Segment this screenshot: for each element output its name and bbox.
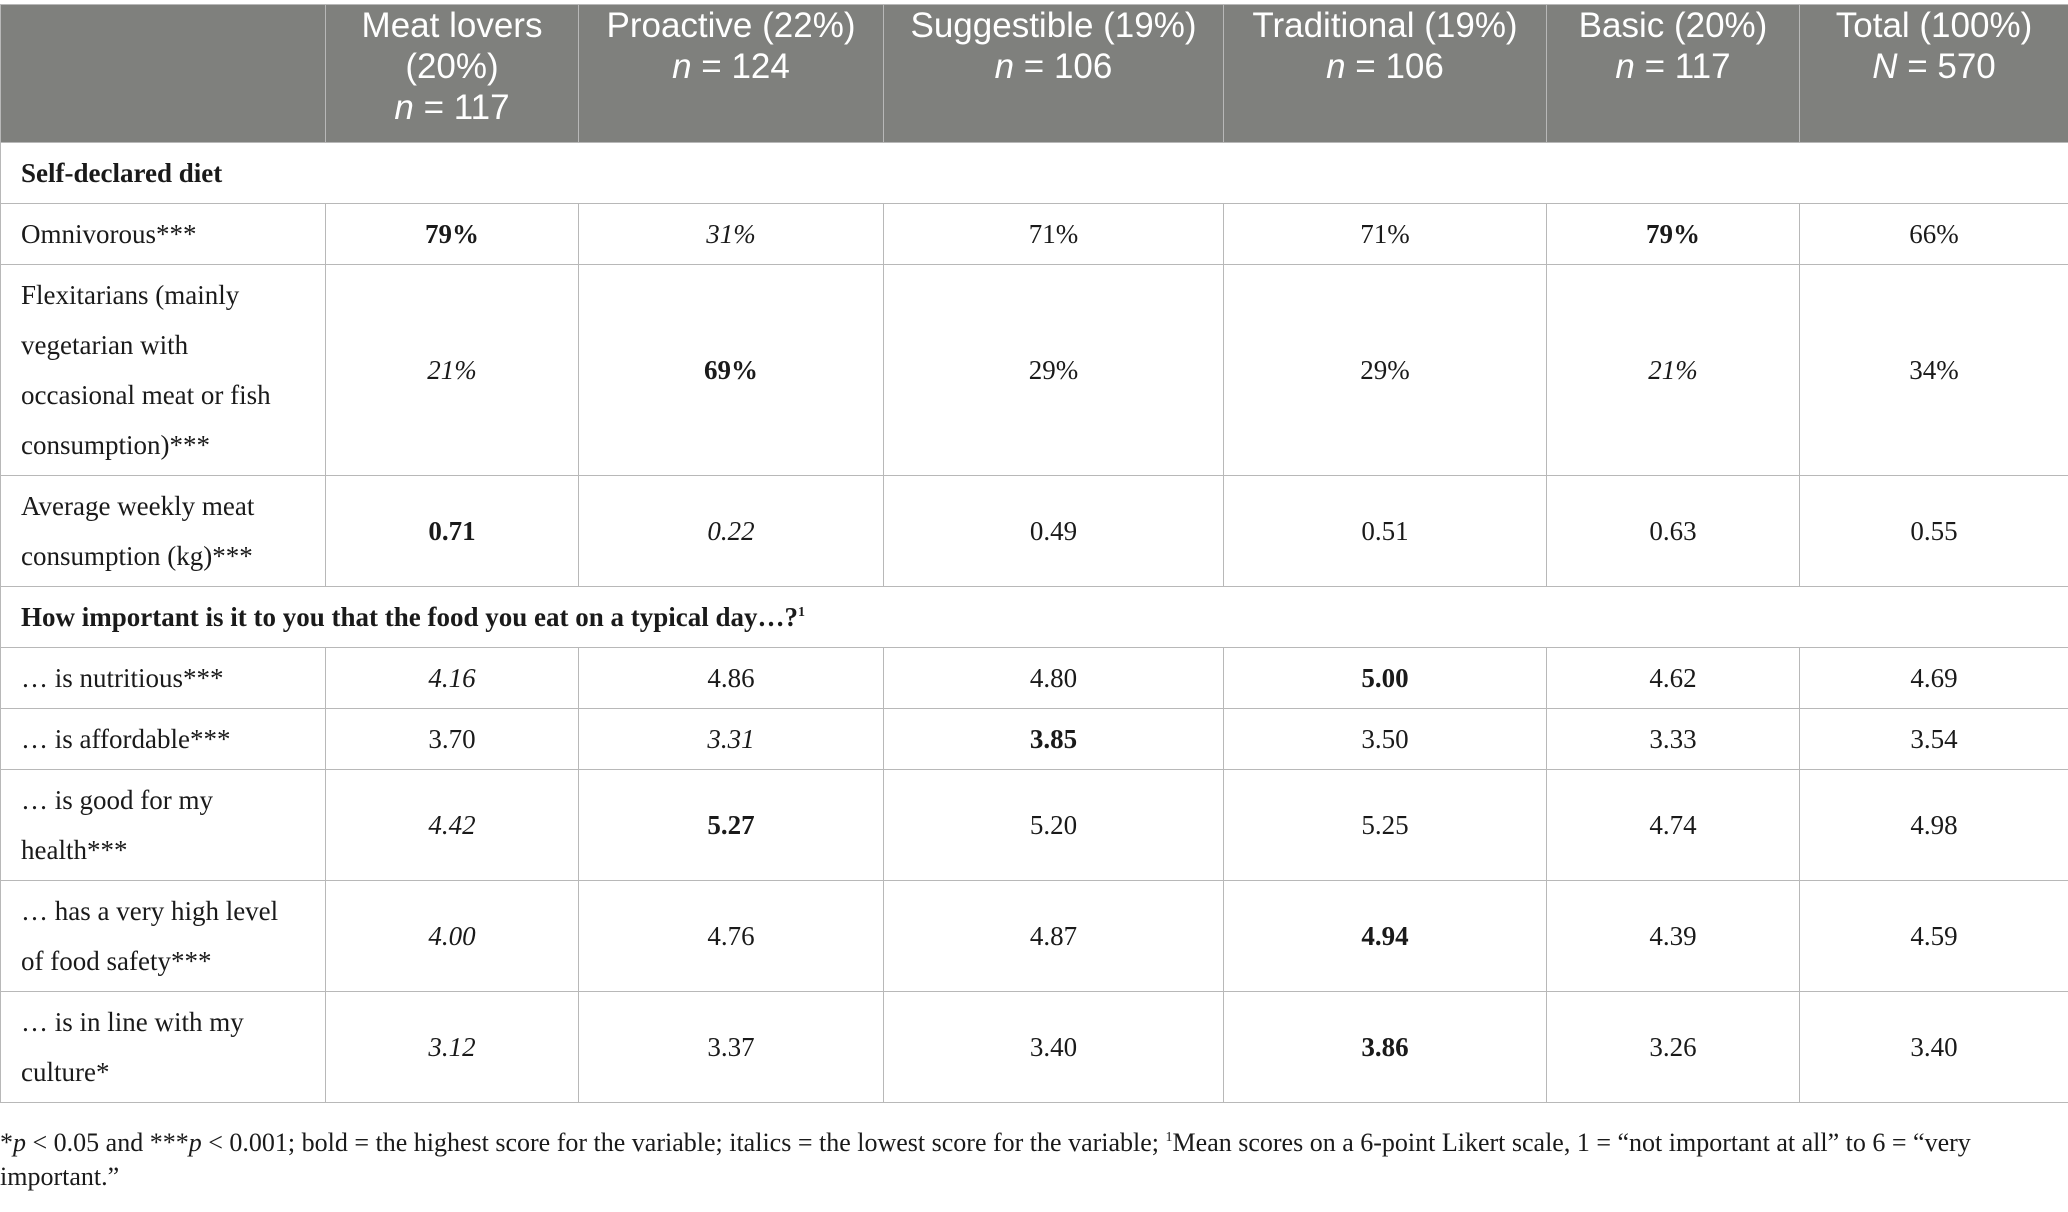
- header-suggestible: Suggestible (19%) n = 106: [883, 4, 1224, 143]
- cell-suggestible: 71%: [883, 203, 1224, 265]
- table-row: Average weekly meat consumption (kg)*** …: [0, 475, 2068, 587]
- cell-total: 4.59: [1799, 880, 2068, 992]
- cell-suggestible: 4.80: [883, 647, 1224, 709]
- cell-traditional: 4.94: [1223, 880, 1547, 992]
- cell-basic: 3.26: [1546, 991, 1800, 1103]
- cell-basic: 3.33: [1546, 708, 1800, 770]
- header-total: Total (100%) N = 570: [1799, 4, 2068, 143]
- cell-proactive: 5.27: [578, 769, 884, 881]
- results-table: Meat lovers (20%) n = 117 Proactive (22%)…: [0, 4, 2068, 1103]
- cell-traditional: 3.86: [1223, 991, 1547, 1103]
- cell-meat-lovers: 4.00: [325, 880, 579, 992]
- cell-suggestible: 3.85: [883, 708, 1224, 770]
- row-label: … is good for my health***: [0, 769, 326, 881]
- cell-basic: 4.74: [1546, 769, 1800, 881]
- table-row: … has a very high level of food safety**…: [0, 880, 2068, 992]
- cell-proactive: 69%: [578, 264, 884, 476]
- table-row: … is in line with my culture* 3.12 3.37 …: [0, 991, 2068, 1103]
- cell-suggestible: 5.20: [883, 769, 1224, 881]
- header-meat-lovers: Meat lovers (20%) n = 117: [325, 4, 579, 143]
- cell-proactive: 4.86: [578, 647, 884, 709]
- cell-basic: 0.63: [1546, 475, 1800, 587]
- table-row: … is good for my health*** 4.42 5.27 5.2…: [0, 769, 2068, 881]
- cell-total: 3.40: [1799, 991, 2068, 1103]
- row-label: … has a very high level of food safety**…: [0, 880, 326, 992]
- cell-total: 4.98: [1799, 769, 2068, 881]
- cell-proactive: 4.76: [578, 880, 884, 992]
- cell-suggestible: 4.87: [883, 880, 1224, 992]
- section-title-importance: How important is it to you that the food…: [0, 586, 2068, 648]
- cell-traditional: 3.50: [1223, 708, 1547, 770]
- header-empty: [0, 4, 326, 143]
- table-row: Omnivorous*** 79% 31% 71% 71% 79% 66%: [0, 203, 2068, 265]
- cell-proactive: 3.37: [578, 991, 884, 1103]
- table-row: … is nutritious*** 4.16 4.86 4.80 5.00 4…: [0, 647, 2068, 709]
- cell-traditional: 0.51: [1223, 475, 1547, 587]
- cell-basic: 21%: [1546, 264, 1800, 476]
- cell-meat-lovers: 79%: [325, 203, 579, 265]
- cell-basic: 4.62: [1546, 647, 1800, 709]
- row-label: Omnivorous***: [0, 203, 326, 265]
- header-proactive: Proactive (22%) n = 124: [578, 4, 884, 143]
- cell-meat-lovers: 21%: [325, 264, 579, 476]
- table-row: … is affordable*** 3.70 3.31 3.85 3.50 3…: [0, 708, 2068, 770]
- cell-meat-lovers: 4.42: [325, 769, 579, 881]
- header-traditional: Traditional (19%) n = 106: [1223, 4, 1547, 143]
- cell-proactive: 31%: [578, 203, 884, 265]
- row-label: … is in line with my culture*: [0, 991, 326, 1103]
- table-row: Flexitarians (mainly vegetarian with occ…: [0, 264, 2068, 476]
- cell-traditional: 29%: [1223, 264, 1547, 476]
- cell-suggestible: 3.40: [883, 991, 1224, 1103]
- cell-meat-lovers: 4.16: [325, 647, 579, 709]
- cell-suggestible: 0.49: [883, 475, 1224, 587]
- table-footnote: *p < 0.05 and ***p < 0.001; bold = the h…: [0, 1128, 1971, 1191]
- section-title-diet: Self-declared diet: [0, 142, 2068, 204]
- header-basic: Basic (20%) n = 117: [1546, 4, 1800, 143]
- cell-meat-lovers: 0.71: [325, 475, 579, 587]
- cell-traditional: 5.25: [1223, 769, 1547, 881]
- row-label: Average weekly meat consumption (kg)***: [0, 475, 326, 587]
- cell-total: 0.55: [1799, 475, 2068, 587]
- cell-suggestible: 29%: [883, 264, 1224, 476]
- cell-total: 66%: [1799, 203, 2068, 265]
- cell-basic: 79%: [1546, 203, 1800, 265]
- cell-total: 34%: [1799, 264, 2068, 476]
- cell-proactive: 3.31: [578, 708, 884, 770]
- header-row: Meat lovers (20%) n = 117 Proactive (22%)…: [0, 4, 2068, 143]
- cell-traditional: 71%: [1223, 203, 1547, 265]
- row-label: … is affordable***: [0, 708, 326, 770]
- row-label: Flexitarians (mainly vegetarian with occ…: [0, 264, 326, 476]
- cell-total: 3.54: [1799, 708, 2068, 770]
- cell-proactive: 0.22: [578, 475, 884, 587]
- section-row-diet: Self-declared diet: [0, 142, 2068, 204]
- cell-basic: 4.39: [1546, 880, 1800, 992]
- cell-meat-lovers: 3.70: [325, 708, 579, 770]
- cell-total: 4.69: [1799, 647, 2068, 709]
- section-row-importance: How important is it to you that the food…: [0, 586, 2068, 648]
- cell-meat-lovers: 3.12: [325, 991, 579, 1103]
- row-label: … is nutritious***: [0, 647, 326, 709]
- cell-traditional: 5.00: [1223, 647, 1547, 709]
